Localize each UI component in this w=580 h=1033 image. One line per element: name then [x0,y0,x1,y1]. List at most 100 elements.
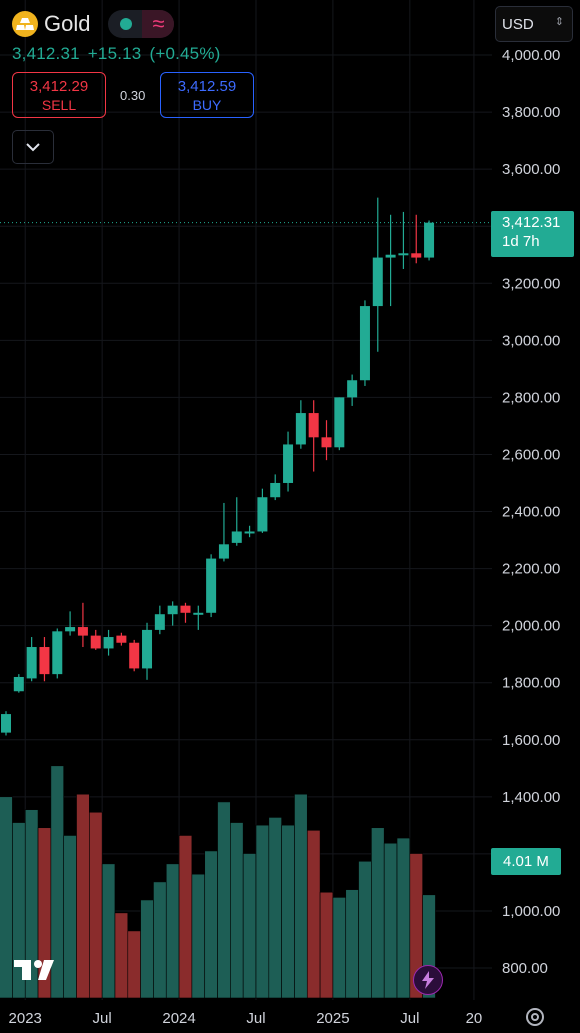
candle-body[interactable] [116,635,127,643]
lightning-icon[interactable] [413,965,443,995]
candle-body[interactable] [334,397,345,448]
gold-bars-icon [12,11,38,37]
price-change-percent: (+0.45%) [149,44,221,63]
volume-bar [127,930,141,999]
candle-body[interactable] [372,257,383,307]
market-status-pill[interactable]: ≈ [108,10,175,38]
volume-bar [101,863,116,999]
candle-body[interactable] [231,531,242,543]
volume-bar [255,824,270,999]
buy-button[interactable]: 3,412.59 BUY [160,72,254,118]
volume-bar [371,827,385,999]
tradingview-logo-icon[interactable] [14,956,62,982]
y-tick-label: 800.00 [502,960,548,977]
volume-bar [140,899,154,999]
candle-body[interactable] [180,605,191,613]
volume-bar [217,801,231,999]
y-tick-label: 1,400.00 [502,789,560,806]
candle-body[interactable] [385,254,396,258]
volume-bar [0,796,13,999]
candle-body[interactable] [77,627,88,636]
y-tick-label: 3,200.00 [502,275,560,292]
y-tick-label: 1,600.00 [502,732,560,749]
candle-body[interactable] [1,714,11,733]
sell-price: 3,412.29 [29,78,89,95]
volume-bar [114,912,129,999]
y-tick-label: 2,600.00 [502,446,560,463]
candle-body[interactable] [218,544,229,559]
price-change: +15.13 [87,44,142,63]
volume-bar [396,837,411,999]
wave-icon: ≈ [142,10,175,38]
volume-tag: 4.01 M [491,848,561,875]
sell-button[interactable]: 3,412.29 SELL [12,72,106,118]
candle-body[interactable] [295,413,306,445]
candle-body[interactable] [90,635,101,649]
candle-body[interactable] [39,647,50,675]
chevron-down-icon [26,143,40,152]
volume-bar [332,897,347,999]
candle-body[interactable] [257,497,268,532]
sell-label: SELL [41,97,77,113]
volume-bar [383,842,398,999]
volume-bar [319,891,334,999]
y-tick-label: 2,400.00 [502,504,560,521]
collapse-button[interactable] [12,130,54,164]
candle-body[interactable] [193,612,204,615]
volume-bar [281,824,295,999]
candle-body[interactable] [347,380,358,398]
y-tick-label: 3,000.00 [502,332,560,349]
candle-body[interactable] [321,437,332,448]
buy-label: BUY [192,97,222,113]
candle-body[interactable] [398,253,409,256]
x-tick-label: 20 [466,1010,483,1024]
candle-body[interactable] [411,253,422,258]
volume-bar [230,822,244,999]
volume-bar [306,829,321,999]
bar-countdown: 1d 7h [502,233,540,250]
candle-body[interactable] [206,558,217,613]
currency-select[interactable]: USD ⇕ [495,6,573,42]
volume-bar [358,860,372,999]
volume-bar [191,873,205,999]
candle-body[interactable] [283,444,294,483]
volume-bar [63,835,77,999]
volume-bar [345,889,359,999]
volume-bar [76,793,90,999]
candle-body[interactable] [270,482,281,498]
last-price: 3,412.31 [12,44,80,63]
candle-body[interactable] [26,647,37,679]
candle-body[interactable] [142,629,153,669]
x-tick-label: 2024 [162,1010,195,1024]
volume-bar [294,793,308,999]
y-tick-label: 2,200.00 [502,561,560,578]
candle-body[interactable] [13,676,24,692]
market-open-dot-icon [120,18,133,30]
candle-body[interactable] [359,306,370,381]
symbol-header[interactable]: Gold ≈ [12,8,175,40]
candle-body[interactable] [52,631,63,675]
settings-gear-icon[interactable] [524,1006,546,1033]
x-tick-label: 2025 [316,1010,349,1024]
price-row: 3,412.31 +15.13 (+0.45%) [12,44,229,64]
y-tick-label: 3,800.00 [502,104,560,121]
symbol-name: Gold [44,11,91,36]
volume-bar [268,817,282,999]
volume-bar [89,811,103,999]
candle-body[interactable] [308,413,319,438]
x-tick-label: 2023 [9,1010,42,1024]
volume-bar [178,835,193,999]
volume-bar [165,863,180,999]
candle-body[interactable] [129,642,140,669]
x-tick-label: Jul [246,1010,265,1024]
candle-body[interactable] [154,614,165,630]
y-tick-label: 2,000.00 [502,618,560,635]
candle-body[interactable] [65,627,76,632]
x-tick-label: Jul [400,1010,419,1024]
y-tick-label: 1,000.00 [502,903,560,920]
candle-body[interactable] [103,637,114,649]
candle-body[interactable] [167,605,178,615]
candle-body[interactable] [244,531,255,534]
candle-body[interactable] [424,222,435,258]
